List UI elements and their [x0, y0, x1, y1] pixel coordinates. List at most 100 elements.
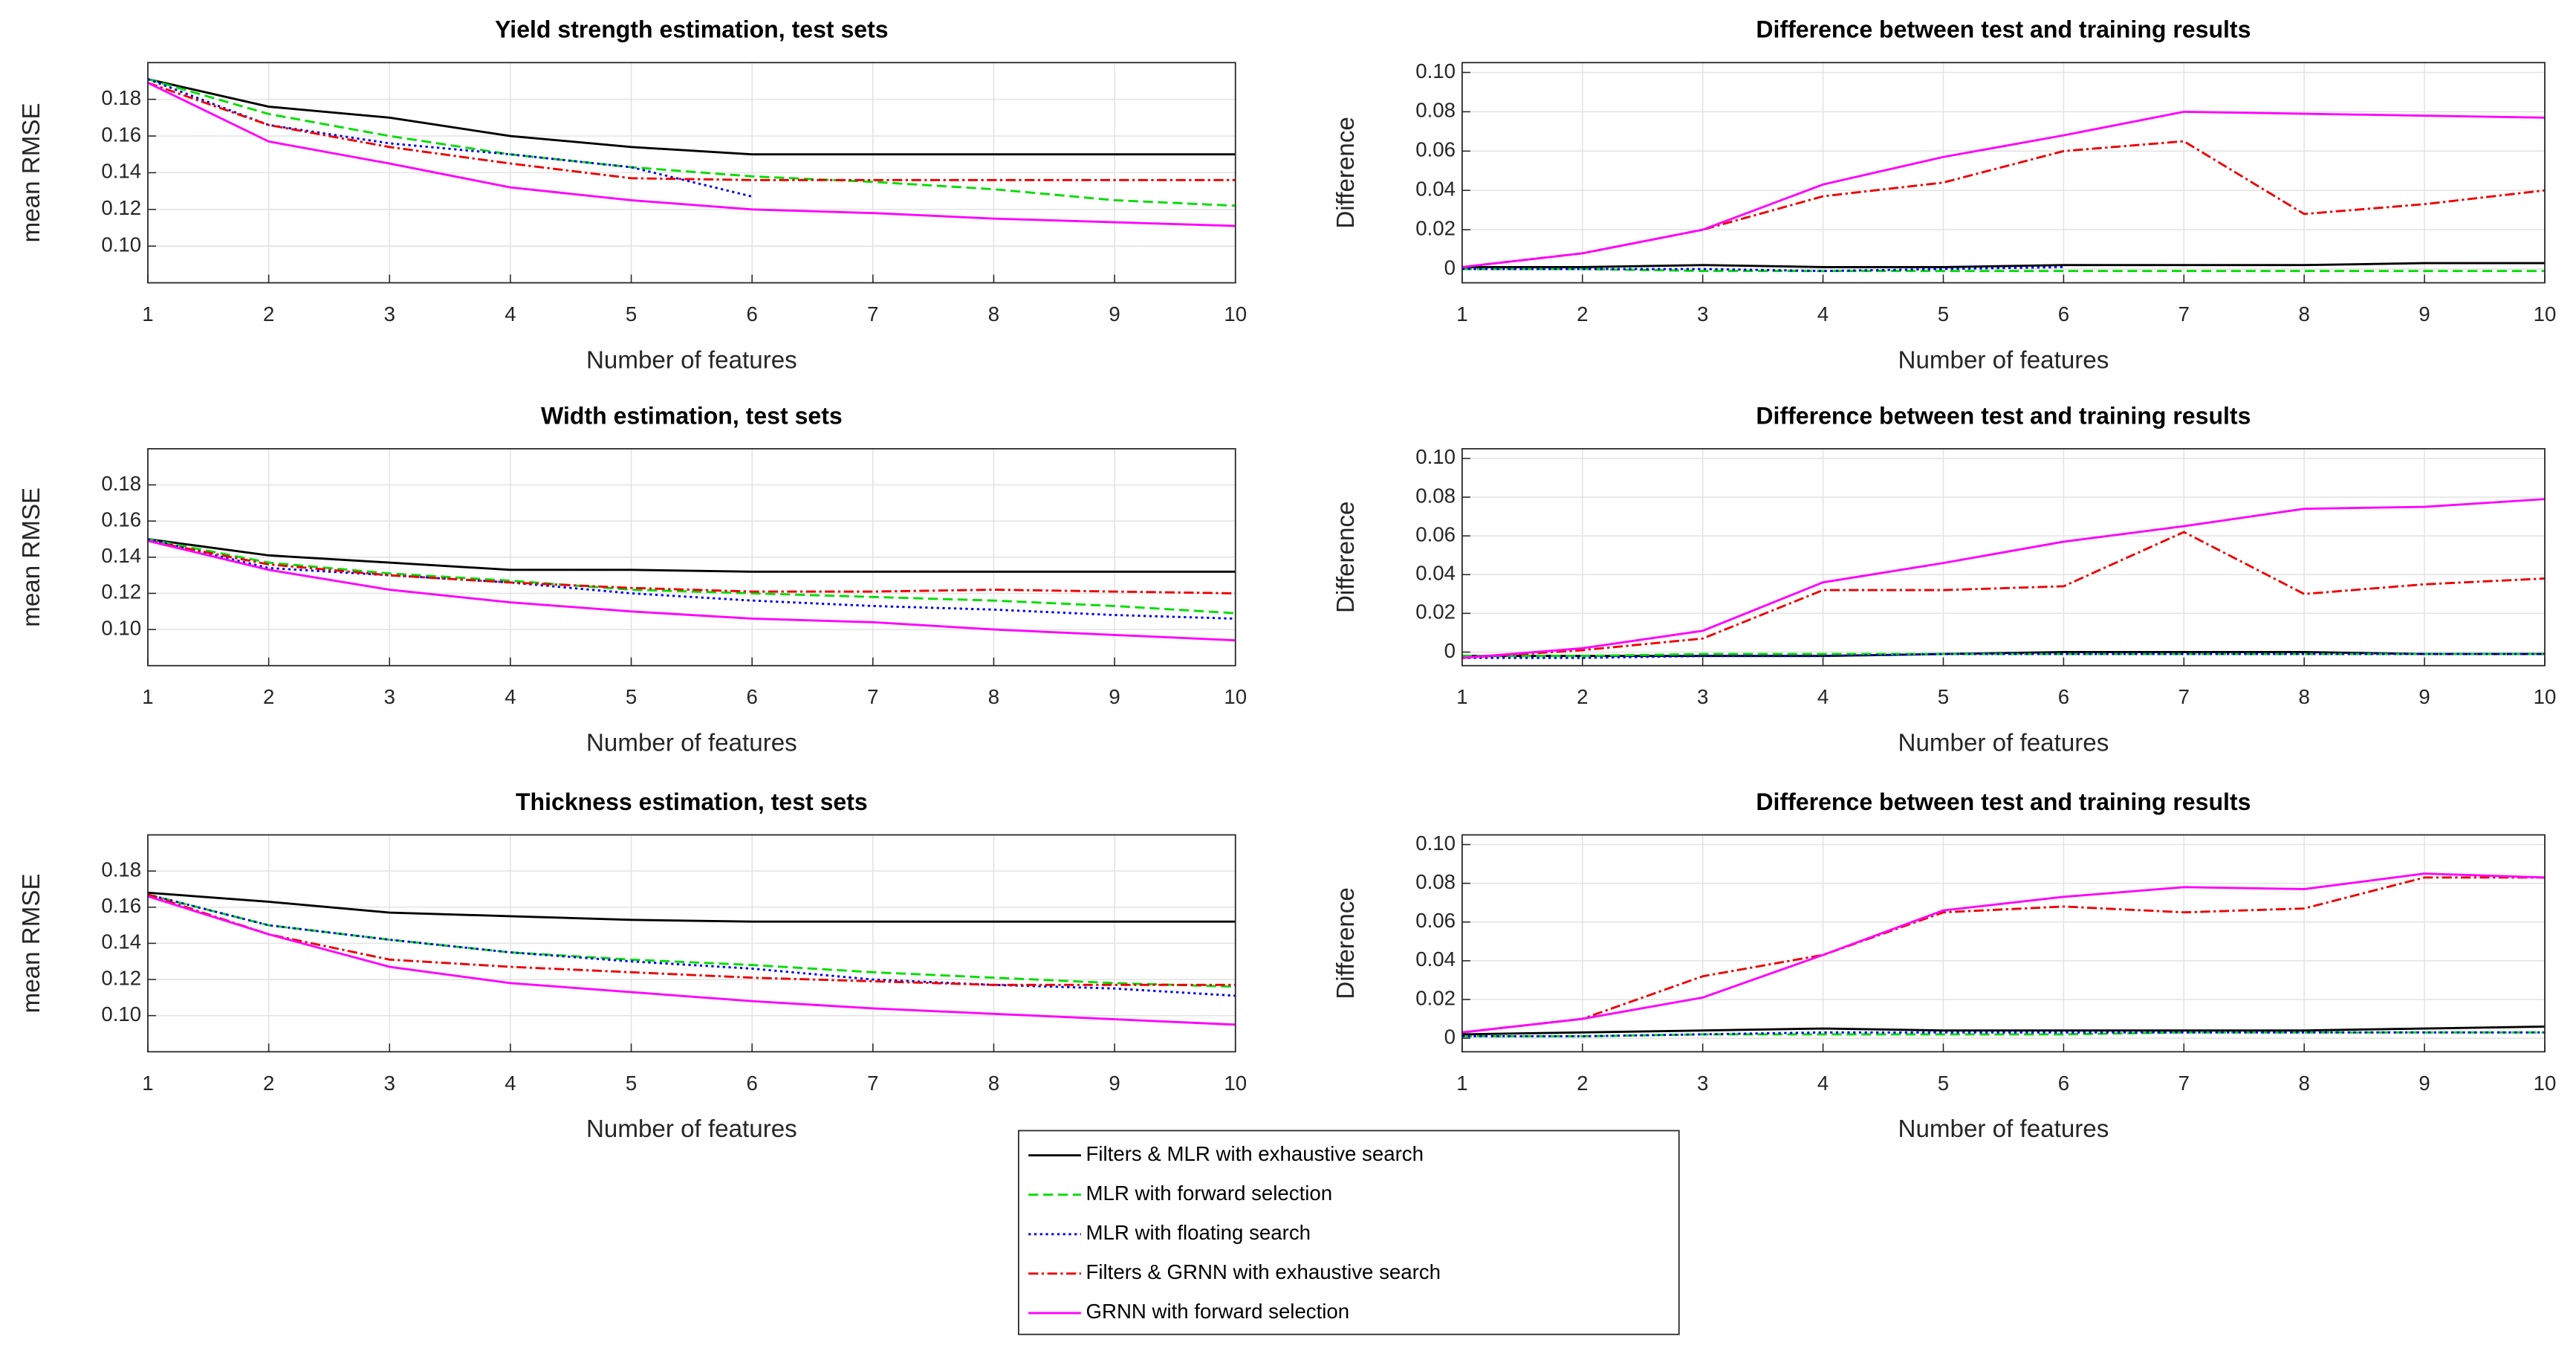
legend-box: [1017, 1130, 1680, 1335]
y-tick-label: 0.10: [101, 1002, 141, 1026]
series-line: [147, 895, 1236, 1026]
chart-title: Difference between test and training res…: [1756, 402, 2251, 429]
series-line: [1461, 1031, 2545, 1037]
chart-title: Yield strength estimation, test sets: [495, 16, 889, 43]
y-tick-label: 0.18: [101, 472, 141, 495]
y-tick-label: 0.08: [1415, 484, 1456, 507]
legend-label: Filters & GRNN with exhaustive search: [1086, 1260, 1441, 1283]
plot-area: [1461, 448, 2545, 666]
series-line: [147, 540, 1236, 594]
x-tick-label: 7: [2178, 302, 2190, 325]
x-tick-label: 2: [1577, 1072, 1588, 1095]
series-line: [147, 78, 1236, 156]
x-tick-label: 10: [2534, 302, 2557, 325]
y-tick-label: 0.06: [1415, 522, 1456, 545]
x-tick-label: 4: [505, 302, 516, 325]
axes-box: [147, 447, 1236, 667]
x-axis-label: Number of features: [586, 346, 797, 374]
x-tick-label: 5: [1938, 685, 1949, 708]
y-tick-label: 0.16: [101, 508, 141, 531]
legend-label: GRNN with forward selection: [1086, 1300, 1350, 1323]
y-axis-label: mean RMSE: [18, 103, 45, 242]
series-line: [1461, 265, 2064, 273]
y-tick-label: 0.12: [101, 966, 141, 989]
y-tick-label: 0.16: [101, 894, 141, 917]
x-tick-label: 8: [2298, 302, 2309, 325]
axes-box: [1461, 447, 2546, 667]
y-tick-label: 0.14: [101, 930, 141, 953]
y-tick-label: 0.06: [1415, 909, 1456, 932]
axes-box: [147, 834, 1236, 1053]
legend-label: MLR with forward selection: [1086, 1182, 1333, 1205]
x-tick-label: 1: [1456, 685, 1467, 708]
x-axis-label: Number of features: [1898, 730, 2109, 757]
series-line: [1461, 876, 2545, 1034]
x-axis-label: Number of features: [1898, 346, 2109, 374]
x-tick-label: 6: [747, 302, 758, 325]
x-tick-label: 5: [1938, 302, 1949, 325]
x-tick-label: 10: [1224, 302, 1247, 325]
series-line: [147, 538, 1236, 620]
x-tick-label: 8: [988, 685, 999, 708]
x-tick-label: 3: [384, 1072, 395, 1095]
x-tick-label: 8: [2298, 685, 2309, 708]
x-tick-label: 5: [626, 685, 637, 708]
y-tick-label: 0.10: [1415, 832, 1456, 855]
axes-box: [1461, 834, 2546, 1053]
y-tick-label: 0.12: [101, 580, 141, 603]
x-tick-label: 7: [2178, 1072, 2190, 1095]
series-line: [1461, 498, 2546, 659]
y-tick-label: 0.14: [101, 544, 141, 567]
x-tick-label: 4: [505, 685, 516, 708]
x-tick-label: 5: [626, 1072, 637, 1095]
x-tick-label: 5: [626, 302, 637, 325]
y-axis-label: mean RMSE: [18, 487, 45, 627]
x-tick-label: 6: [2058, 302, 2069, 325]
x-tick-label: 1: [142, 302, 153, 325]
chart-title: Difference between test and training res…: [1756, 788, 2251, 815]
chart-title: Width estimation, test sets: [541, 402, 843, 429]
y-axis-label: Difference: [1332, 502, 1360, 614]
y-tick-label: 0.02: [1415, 600, 1456, 623]
y-tick-label: 0.16: [101, 123, 141, 146]
x-axis-label: Number of features: [586, 1115, 797, 1143]
x-tick-label: 9: [1109, 1072, 1120, 1095]
y-tick-label: 0.02: [1415, 986, 1456, 1009]
x-tick-label: 5: [1938, 1072, 1949, 1095]
y-axis-label: Difference: [1332, 117, 1360, 229]
chart-title: Thickness estimation, test sets: [516, 788, 868, 815]
series-line: [147, 538, 1236, 573]
x-tick-label: 3: [1697, 302, 1708, 325]
plot-area: [1461, 835, 2545, 1052]
y-tick-label: 0.10: [1415, 445, 1456, 468]
y-tick-label: 0: [1444, 639, 1456, 662]
x-tick-label: 3: [384, 302, 395, 325]
x-tick-label: 4: [1817, 302, 1829, 325]
x-tick-label: 9: [2418, 1072, 2430, 1095]
x-tick-label: 1: [142, 685, 153, 708]
chart-title: Difference between test and training res…: [1756, 16, 2251, 43]
y-tick-label: 0.02: [1415, 216, 1456, 239]
x-axis-label: Number of features: [586, 730, 797, 757]
x-tick-label: 9: [1109, 685, 1120, 708]
y-tick-label: 0.10: [101, 233, 141, 256]
x-tick-label: 2: [1577, 685, 1588, 708]
y-tick-label: 0: [1444, 256, 1456, 279]
y-tick-label: 0.04: [1415, 947, 1456, 971]
x-tick-label: 1: [1456, 1072, 1467, 1095]
series-line: [1461, 531, 2546, 659]
y-axis-label: mean RMSE: [18, 873, 45, 1013]
legend-label: MLR with floating search: [1086, 1221, 1311, 1244]
x-tick-label: 2: [263, 685, 274, 708]
x-tick-label: 10: [1224, 685, 1247, 708]
series-line: [1461, 1026, 2546, 1036]
series-line: [1461, 110, 2546, 268]
axes-box: [147, 62, 1236, 284]
y-tick-label: 0.08: [1415, 870, 1456, 893]
x-tick-label: 4: [1817, 1072, 1829, 1095]
x-tick-label: 2: [263, 1072, 274, 1095]
y-tick-label: 0.06: [1415, 138, 1456, 161]
x-tick-label: 1: [1456, 302, 1467, 325]
x-tick-label: 6: [747, 685, 758, 708]
legend-label: Filters & MLR with exhaustive search: [1086, 1142, 1424, 1165]
